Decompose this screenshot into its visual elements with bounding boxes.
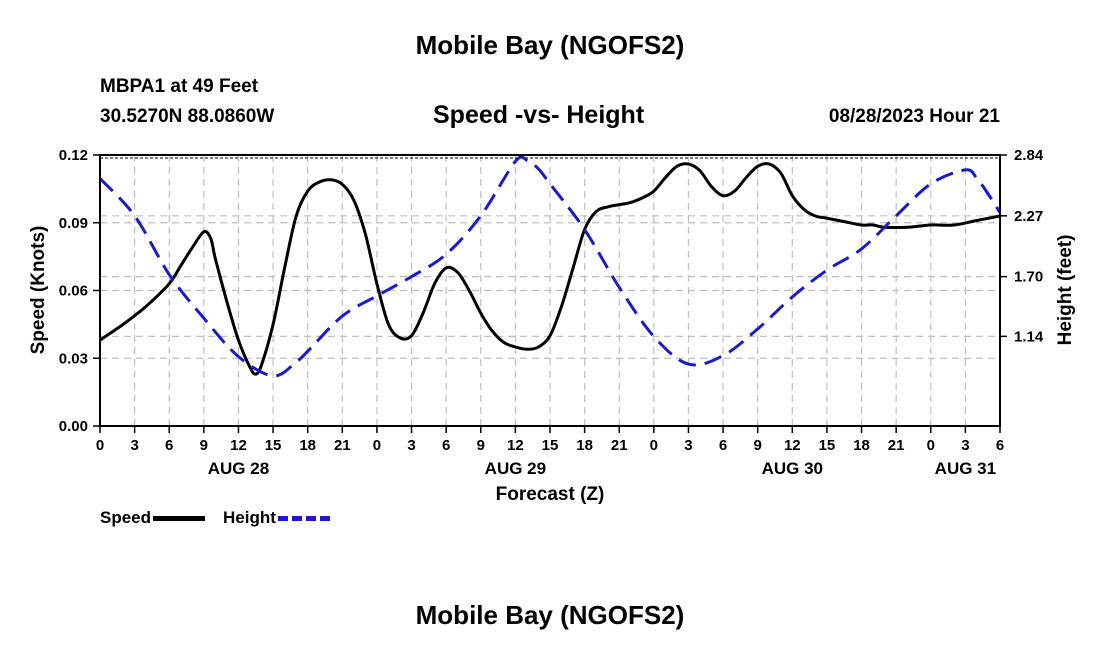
x-axis-label: Forecast (Z) bbox=[496, 484, 605, 505]
y-right-tick-label: 2.84 bbox=[1014, 147, 1044, 164]
x-tick-label: 0 bbox=[96, 437, 104, 454]
chart-main-title: Mobile Bay (NGOFS2) bbox=[415, 30, 685, 60]
series-line-speed bbox=[99, 162, 1001, 376]
y-right-tick-label: 2.27 bbox=[1014, 208, 1043, 225]
x-tick-label: 6 bbox=[442, 437, 450, 454]
x-tick-label: 18 bbox=[299, 437, 316, 454]
y-left-tick-label: 0.09 bbox=[59, 215, 88, 232]
x-tick-label: 0 bbox=[650, 437, 658, 454]
x-tick-label: 18 bbox=[576, 437, 593, 454]
x-tick-label: 18 bbox=[853, 437, 870, 454]
x-tick-label: 9 bbox=[200, 437, 208, 454]
x-tick-label: 3 bbox=[684, 437, 692, 454]
x-tick-label: 3 bbox=[961, 437, 969, 454]
chart-legend: Speed Height bbox=[100, 508, 348, 528]
x-tick-label: 15 bbox=[542, 437, 559, 454]
x-tick-label: 21 bbox=[888, 437, 905, 454]
x-tick-label: 9 bbox=[754, 437, 762, 454]
x-tick-label: 6 bbox=[719, 437, 727, 454]
chart-subtitle: Speed -vs- Height bbox=[433, 101, 645, 129]
y-left-tick-label: 0.12 bbox=[59, 147, 88, 164]
x-tick-label: 12 bbox=[230, 437, 247, 454]
y-left-tick-label: 0.03 bbox=[59, 350, 88, 367]
x-day-label: AUG 29 bbox=[485, 459, 546, 478]
x-tick-label: 9 bbox=[477, 437, 485, 454]
x-tick-label: 6 bbox=[996, 437, 1004, 454]
grid-layer bbox=[100, 155, 1000, 426]
x-day-label: AUG 28 bbox=[208, 459, 269, 478]
legend-height-label: Height bbox=[223, 508, 276, 527]
x-tick-label: 0 bbox=[927, 437, 935, 454]
bottom-chart-title: Mobile Bay (NGOFS2) bbox=[415, 600, 685, 630]
x-day-label: AUG 30 bbox=[762, 459, 823, 478]
y-axis-left-label: Speed (Knots) bbox=[28, 226, 49, 355]
x-day-label: AUG 31 bbox=[935, 459, 996, 478]
legend-height-swatch bbox=[277, 515, 330, 521]
x-tick-label: 0 bbox=[373, 437, 381, 454]
x-tick-label: 15 bbox=[819, 437, 836, 454]
axis-layer: 0 3 6 9 12 15 18 21 0 3 6 9 12 15 18 21 0 3 6 9 12 15 18 21 0 3 6A… bbox=[59, 147, 1044, 478]
legend-speed-label: Speed bbox=[100, 508, 152, 527]
legend-item-speed: Speed bbox=[100, 508, 206, 528]
x-tick-label: 3 bbox=[407, 437, 415, 454]
station-name: MBPA1 at 49 Feet bbox=[100, 76, 259, 97]
x-tick-label: 12 bbox=[507, 437, 524, 454]
forecast-datetime: 08/28/2023 Hour 21 bbox=[828, 106, 1000, 127]
x-tick-label: 21 bbox=[611, 437, 628, 454]
x-tick-label: 15 bbox=[265, 437, 282, 454]
legend-speed-swatch bbox=[153, 515, 206, 521]
x-tick-label: 21 bbox=[334, 437, 351, 454]
y-axis-right-label: Height (feet) bbox=[1055, 235, 1076, 346]
series-layer bbox=[98, 155, 1002, 378]
y-right-tick-label: 1.70 bbox=[1014, 269, 1043, 286]
y-right-tick-label: 1.14 bbox=[1014, 328, 1044, 345]
legend-item-height: Height bbox=[223, 508, 330, 528]
station-coordinates: 30.5270N 88.0860W bbox=[100, 106, 275, 127]
x-tick-label: 6 bbox=[165, 437, 173, 454]
x-tick-label: 3 bbox=[130, 437, 138, 454]
y-left-tick-label: 0.00 bbox=[59, 418, 88, 435]
series-line-height bbox=[98, 155, 1002, 378]
x-tick-label: 12 bbox=[784, 437, 801, 454]
y-left-tick-label: 0.06 bbox=[59, 283, 88, 300]
